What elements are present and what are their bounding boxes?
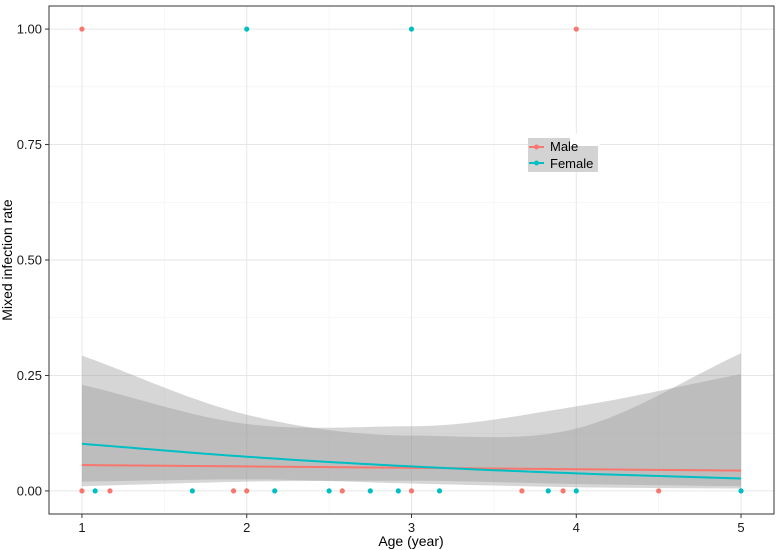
x-tick-label: 5 bbox=[737, 520, 744, 535]
data-point-female bbox=[244, 26, 250, 32]
fit-line-male bbox=[81, 464, 742, 472]
legend-key-male-point bbox=[534, 144, 539, 150]
data-point-male bbox=[244, 488, 250, 494]
y-tick-label: 0.75 bbox=[17, 137, 42, 152]
x-axis: 1 2 3 4 5 bbox=[78, 514, 745, 535]
data-point-male bbox=[573, 26, 579, 32]
data-points bbox=[79, 26, 744, 494]
data-point-female bbox=[545, 488, 551, 494]
data-point-female bbox=[436, 488, 443, 494]
y-axis-title: Mixed infection rate bbox=[0, 199, 15, 321]
confidence-ribbon-female bbox=[81, 353, 742, 489]
x-tick-label: 4 bbox=[573, 520, 580, 535]
data-point-female bbox=[272, 488, 278, 494]
data-point-male bbox=[656, 488, 662, 494]
data-point-male bbox=[79, 488, 85, 494]
data-point-male bbox=[408, 488, 415, 494]
data-point-female bbox=[92, 488, 98, 494]
data-point-male bbox=[107, 488, 113, 494]
y-tick-label: 0.50 bbox=[17, 253, 42, 268]
x-tick-label: 3 bbox=[408, 520, 415, 535]
data-point-female bbox=[573, 488, 579, 494]
legend-background-notch bbox=[570, 134, 600, 146]
y-tick-label: 1.00 bbox=[17, 22, 42, 37]
x-tick-label: 2 bbox=[243, 520, 250, 535]
x-tick-label: 1 bbox=[78, 520, 85, 535]
legend-key-female-point bbox=[534, 160, 539, 166]
fit-line-female bbox=[81, 442, 742, 480]
y-tick-label: 0.00 bbox=[17, 483, 42, 498]
data-point-male bbox=[230, 488, 237, 494]
legend-label-female: Female bbox=[550, 156, 593, 171]
legend: Male Female bbox=[528, 134, 600, 172]
fit-lines bbox=[81, 442, 742, 480]
x-axis-title: Age (year) bbox=[378, 533, 443, 549]
confidence-ribbon-male bbox=[81, 374, 742, 487]
data-point-male bbox=[519, 488, 525, 494]
data-point-female bbox=[189, 488, 195, 494]
confidence-ribbons bbox=[81, 353, 742, 489]
data-point-female bbox=[408, 26, 415, 32]
data-point-female bbox=[738, 488, 744, 494]
data-point-male bbox=[339, 488, 345, 494]
data-point-male bbox=[79, 26, 85, 32]
legend-label-male: Male bbox=[550, 139, 578, 154]
data-point-male bbox=[560, 488, 566, 494]
data-point-female bbox=[395, 488, 401, 494]
y-axis: 0.00 0.25 0.50 0.75 1.00 bbox=[17, 22, 49, 498]
y-tick-label: 0.25 bbox=[17, 368, 42, 383]
data-point-female bbox=[326, 488, 332, 494]
data-point-female bbox=[367, 488, 373, 494]
